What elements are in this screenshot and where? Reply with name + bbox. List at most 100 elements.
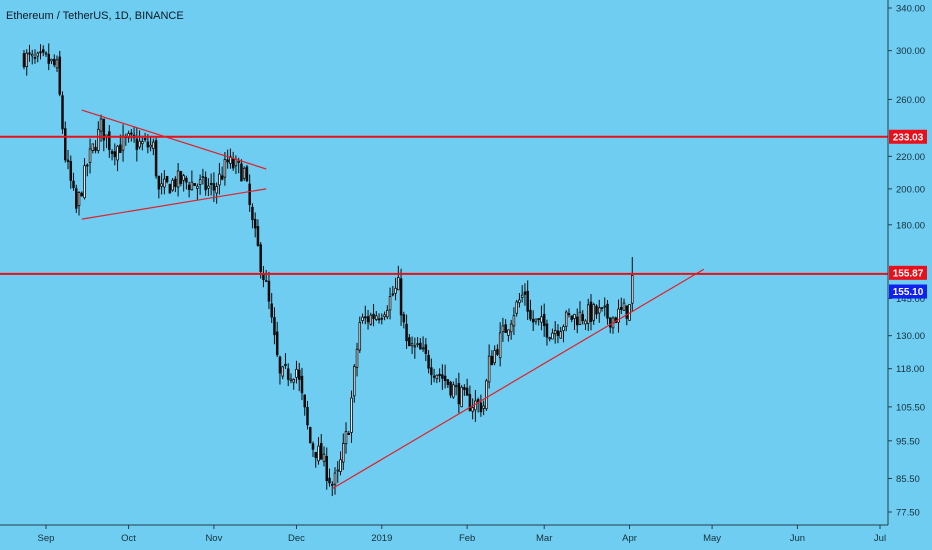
candle-body [507,329,510,336]
candle-body [97,128,100,151]
candle-body [77,192,81,207]
candle-body [94,146,97,151]
price-tick-label: 340.00 [896,4,925,15]
candle-body [548,337,551,340]
candle-body [121,135,125,151]
price-tick-label: 85.50 [896,474,920,485]
candle-body [113,151,117,158]
candle-body [41,49,45,53]
candle-body [347,433,351,436]
candle-body [331,483,334,486]
candle-body [245,166,249,182]
candle-body [452,384,455,398]
candle-body [44,52,48,55]
candle-body [242,167,246,179]
candle-body [237,161,240,163]
candle-body [80,192,84,197]
candle-body [609,317,612,328]
candle-body [226,159,229,163]
candle-body [355,348,359,368]
candle-body [399,278,403,316]
price-tick-label: 220.00 [896,152,925,163]
candle-body [617,308,620,323]
candle-body [55,59,59,69]
trendlines-layer [81,109,705,490]
candle-body [116,145,119,161]
candle-body [471,407,474,412]
candle-body [449,381,452,396]
candle-body [493,350,496,364]
candle-body [325,455,329,481]
candle-body [592,304,595,321]
time-axis: Sep Oct Nov Dec 2019 Feb Mar Apr May Jun Jul [38,525,886,544]
candle-body [146,141,150,148]
candle-body [215,186,218,194]
candle-body [476,399,480,403]
candle-body [556,330,560,336]
price-badges: 233.03 155.87 155.10 [889,129,927,299]
candle-body [110,151,114,154]
candle-body [490,355,494,366]
candle-body [438,373,441,377]
time-tick-label: May [703,533,721,544]
candle-body [267,280,271,302]
candle-body [259,244,262,272]
candle-body [314,451,317,459]
candle-body [537,318,540,320]
price-badge [889,129,927,144]
candle-body [441,374,444,379]
candle-body [127,133,130,139]
candle-body [474,400,477,411]
candle-body [99,118,103,132]
candle-body [419,342,422,350]
candle-body [154,140,158,177]
candle-body [518,299,521,304]
trendline [81,188,267,220]
candle-body [185,177,188,183]
candle-body [567,313,571,316]
candle-body [600,306,604,309]
candle-body [251,206,254,221]
candle-body [319,442,323,460]
candle-body [207,185,210,189]
candle-body [364,316,367,319]
candle-body [231,158,235,169]
candle-body [336,469,340,472]
candle-body [501,325,505,333]
candle-body [388,296,392,311]
candle-body [28,52,31,55]
candle-body [30,53,34,57]
price-badge-label: 155.87 [893,268,924,279]
candle-body [58,56,62,95]
candle-body [427,354,430,369]
candle-body [328,477,331,484]
price-badge [889,284,927,299]
candle-body [223,159,227,178]
candle-body [256,226,260,246]
candle-body [39,51,42,54]
candle-body [75,188,78,209]
candle-body [369,314,373,325]
trendline [331,268,705,490]
candle-body [303,394,306,408]
candle-body [584,320,587,325]
candle-body [394,287,397,294]
candle-body [157,175,161,190]
candle-body [485,380,488,410]
price-tick-label: 180.00 [896,220,925,231]
candle-body [512,315,516,327]
candle-body [468,394,472,411]
candle-body [138,140,141,148]
candle-body [130,132,133,135]
candle-body [361,316,364,322]
candle-body [152,141,155,149]
candle-body [220,175,224,180]
candle-body [344,431,348,445]
candle-body [504,324,507,333]
candle-body [286,368,290,380]
time-tick-label: Oct [121,533,136,544]
candle-body [350,397,353,433]
candle-body [176,170,180,188]
